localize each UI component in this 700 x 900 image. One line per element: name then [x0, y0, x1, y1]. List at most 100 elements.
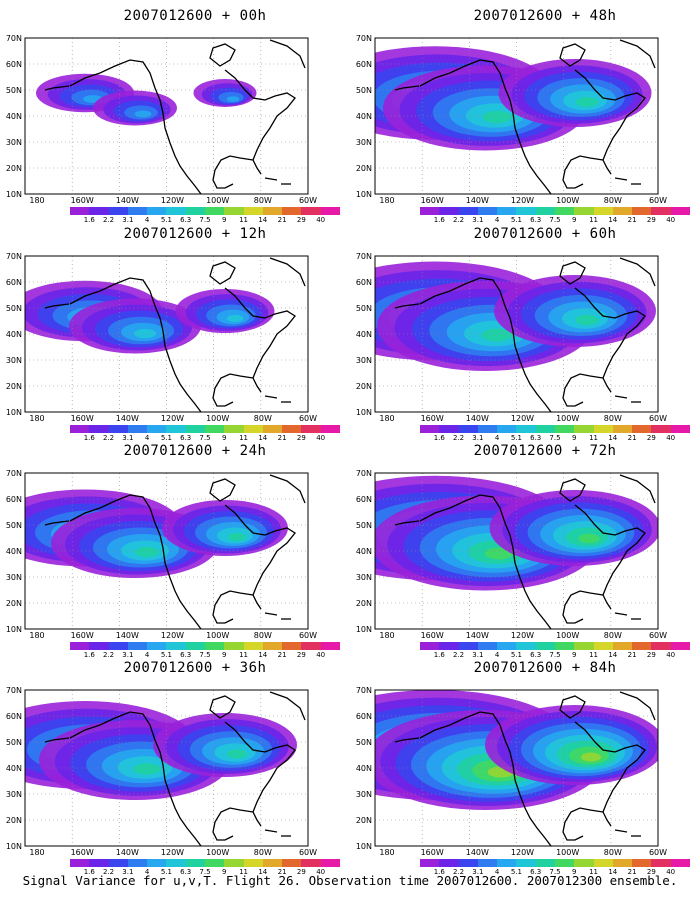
coastline	[264, 829, 278, 833]
colorbar	[420, 425, 690, 437]
colorbar-swatch	[458, 642, 478, 650]
coastline	[614, 395, 628, 399]
colorbar-swatch	[224, 859, 244, 867]
colorbar-label: 4	[144, 651, 150, 659]
colorbar-label: 9	[222, 651, 227, 659]
colorbar-swatch	[89, 207, 109, 215]
colorbar-swatch	[166, 642, 186, 650]
colorbar-swatch	[516, 425, 536, 433]
lon-tick-label: 140W	[116, 631, 139, 640]
coastline	[614, 829, 628, 833]
colorbar-label: 2.2	[102, 434, 115, 442]
colorbar-swatch	[147, 207, 167, 215]
lon-tick-label: 60W	[649, 631, 667, 640]
colorbar-swatch	[574, 859, 594, 867]
lon-tick-label: 180	[29, 848, 44, 857]
colorbar-swatch	[612, 207, 633, 215]
colorbar-labels: 1.6 2.2 3.1 4 5.1 6.3 7.5 9 11 14 21 29 40	[70, 868, 330, 878]
colorbar-label: 9	[222, 434, 227, 442]
colorbar	[70, 642, 340, 654]
colorbar-labels: 1.6 2.2 3.1 4 5.1 6.3 7.5 9 11 14 21 29 40	[420, 651, 680, 661]
colorbar-swatch	[670, 642, 690, 650]
coastline	[559, 478, 586, 502]
coastline	[252, 159, 262, 175]
colorbar-label: 3.1	[472, 651, 484, 659]
coastline	[394, 303, 420, 309]
colorbar-swatch	[204, 207, 225, 215]
colorbar-label: 3.1	[472, 868, 484, 876]
colorbar-swatch	[320, 207, 340, 215]
colorbar-label: 11	[589, 216, 598, 224]
coastline	[619, 474, 656, 504]
panel-title: 2007012600 + 60h	[473, 226, 617, 242]
colorbar-swatch	[612, 859, 633, 867]
colorbar-swatch	[301, 207, 321, 215]
lat-tick-label: 30N	[356, 790, 372, 799]
coastline	[394, 737, 420, 743]
colorbar-label: 4	[494, 434, 500, 442]
lon-tick-label: 160W	[421, 414, 444, 423]
colorbar-label: 40	[666, 651, 676, 659]
colorbar-label: 6.3	[180, 216, 192, 224]
colorbar-swatch	[89, 859, 109, 867]
lat-tick-label: 60N	[6, 278, 22, 287]
lon-tick-label: 180	[29, 196, 44, 205]
colorbar-swatch	[108, 859, 128, 867]
colorbar-swatch	[535, 425, 555, 433]
colorbar-swatch	[439, 207, 459, 215]
colorbar-label: 6.3	[180, 868, 192, 876]
colorbar-swatch	[670, 425, 690, 433]
lat-tick-label: 70N	[356, 469, 372, 478]
coastline	[419, 494, 552, 629]
coastline	[562, 590, 604, 624]
colorbar-swatch	[282, 207, 302, 215]
colorbar-swatch	[535, 207, 555, 215]
lon-tick-label: 140W	[466, 848, 489, 857]
lon-tick-label: 140W	[466, 196, 489, 205]
coastline	[69, 59, 202, 194]
lat-tick-label: 30N	[6, 356, 22, 365]
lon-tick-label: 120W	[161, 848, 184, 857]
variance-contour	[134, 110, 152, 118]
coastline	[252, 811, 262, 827]
lon-tick-label: 160W	[71, 631, 94, 640]
colorbar-label: 5.1	[510, 434, 522, 442]
colorbar-label: 3.1	[122, 651, 134, 659]
lat-tick-label: 20N	[356, 599, 372, 608]
panel-title: 2007012600 + 24h	[123, 443, 267, 459]
colorbar-swatch	[204, 642, 225, 650]
colorbar-swatch	[554, 425, 575, 433]
map-panel: 2007012600 + 48h 70N 60N 50N 40N 30N 20N 10N 180…	[356, 8, 700, 224]
colorbar-label: 4	[494, 216, 500, 224]
colorbar-label: 7.5	[549, 868, 561, 876]
figure-caption: Signal Variance for u,v,T. Flight 26. Ob…	[22, 873, 678, 888]
lat-tick-label: 30N	[356, 138, 372, 147]
colorbar-label: 29	[296, 434, 306, 442]
colorbar-swatch	[651, 642, 671, 650]
lon-tick-label: 100W	[206, 631, 229, 640]
coastline	[44, 737, 70, 743]
colorbar-label: 9	[222, 868, 227, 876]
coastline	[44, 85, 70, 91]
coastline	[212, 807, 254, 841]
colorbar-label: 7.5	[199, 868, 211, 876]
colorbar-label: 29	[296, 216, 306, 224]
lon-tick-label: 180	[29, 631, 44, 640]
colorbar-swatch	[477, 425, 498, 433]
coastline	[209, 478, 236, 502]
colorbar-label: 21	[627, 868, 637, 876]
coastline	[69, 494, 202, 629]
lat-tick-label: 60N	[356, 60, 372, 69]
colorbar-label: 14	[608, 868, 618, 876]
colorbar-swatch	[282, 425, 302, 433]
colorbar-swatch	[497, 859, 517, 867]
colorbar-label: 21	[627, 434, 637, 442]
lat-tick-label: 10N	[6, 190, 22, 199]
lon-tick-label: 140W	[116, 414, 139, 423]
lon-tick-label: 80W	[604, 631, 622, 640]
colorbar-swatch	[224, 207, 244, 215]
colorbar-label: 4	[144, 216, 150, 224]
colorbar-swatch	[477, 207, 498, 215]
colorbar-label: 2.2	[102, 651, 115, 659]
colorbar-swatch	[185, 207, 205, 215]
